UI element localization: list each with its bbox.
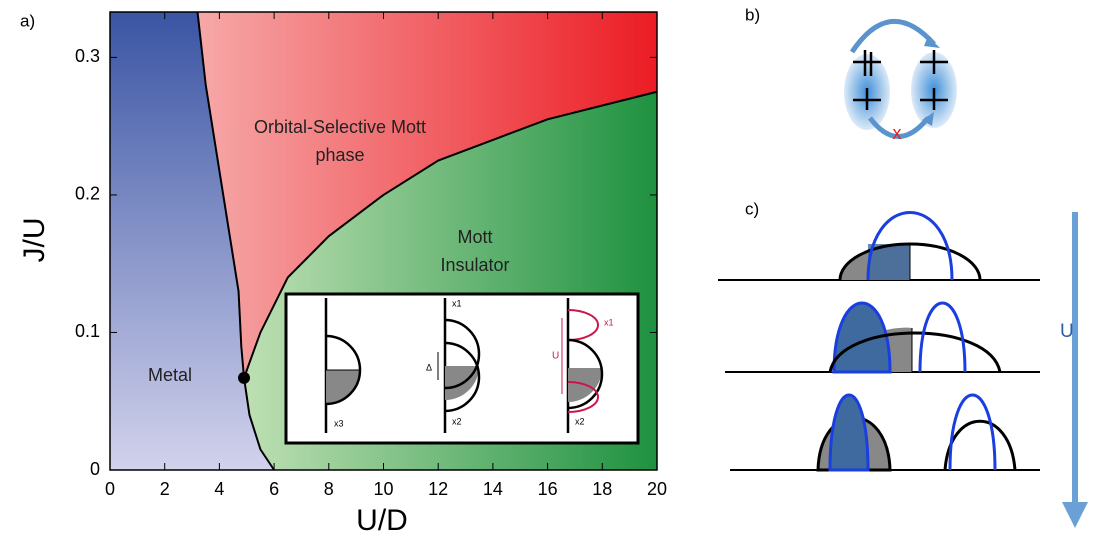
blocked-mark: x [893, 123, 902, 143]
panel-label: b) [745, 5, 760, 24]
region [197, 12, 657, 378]
x-tick-label: 2 [160, 479, 170, 499]
inset-label: U [552, 351, 559, 362]
arrow-label: U [1060, 321, 1074, 342]
y-tick-label: 0 [90, 459, 100, 479]
x-tick-label: 10 [373, 479, 393, 499]
region-label: Insulator [440, 255, 509, 275]
x-tick-label: 16 [538, 479, 558, 499]
inset-label: x3 [334, 418, 344, 428]
panel-c: c) U [718, 199, 1088, 528]
inset-label: x2 [452, 416, 462, 426]
x-tick-label: 12 [428, 479, 448, 499]
inset-label: x2 [575, 416, 585, 426]
panel-label: a) [20, 11, 35, 30]
region-label: Orbital-Selective Mott [254, 117, 426, 137]
region-label: Mott [457, 227, 492, 247]
x-tick-label: 14 [483, 479, 503, 499]
region-label: phase [315, 145, 364, 165]
inset-label: x1 [452, 298, 462, 308]
y-tick-label: 0.1 [75, 321, 100, 341]
inset-label: x1 [604, 317, 614, 327]
x-tick-label: 6 [269, 479, 279, 499]
phase-boundary [243, 90, 658, 379]
x-tick-label: 20 [647, 479, 667, 499]
panel-label: c) [745, 199, 759, 218]
critical-point [238, 371, 251, 384]
inset: x3 x1 Δ x2 U x1 x2 [284, 292, 640, 445]
inset-label: Δ [426, 362, 432, 372]
x-axis-label: U/D [356, 504, 408, 536]
region [110, 12, 275, 470]
y-tick-label: 0.2 [75, 184, 100, 204]
x-tick-label: 18 [592, 479, 612, 499]
y-tick-label: 0.3 [75, 46, 100, 66]
x-tick-label: 4 [214, 479, 224, 499]
panel-b: b) x [745, 5, 957, 143]
phase-boundary [243, 377, 275, 471]
y-axis-label: J/U [18, 218, 51, 263]
x-tick-label: 8 [324, 479, 334, 499]
region-label: Metal [148, 365, 192, 385]
phase-boundary [196, 11, 246, 378]
x-tick-label: 0 [105, 479, 115, 499]
